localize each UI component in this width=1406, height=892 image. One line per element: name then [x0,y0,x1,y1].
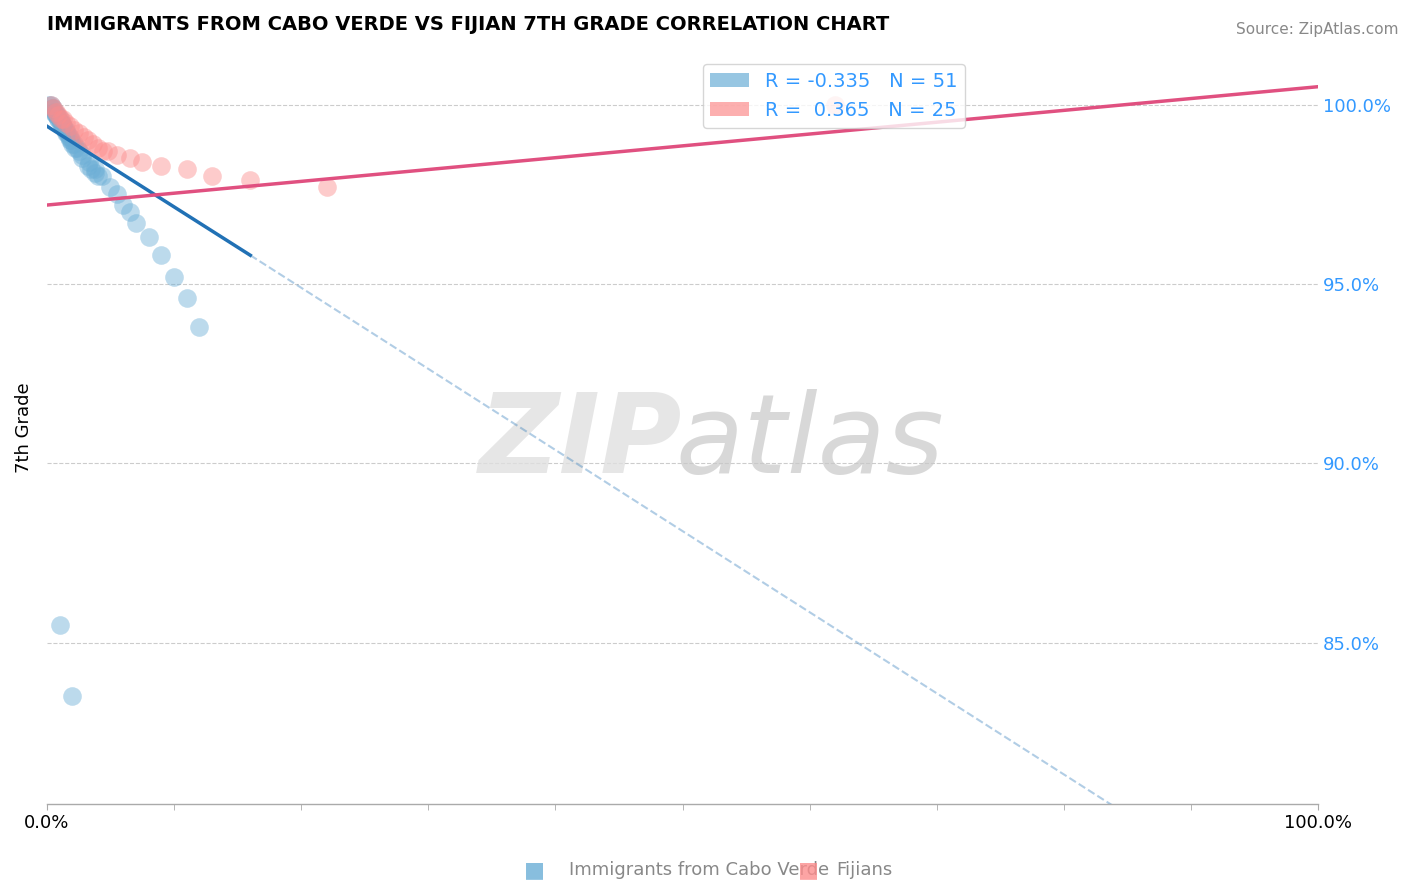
Point [84,166,107,180]
Point [39,97,62,112]
Point [105,148,128,162]
Point [91,145,114,159]
Point [73,129,96,144]
Text: Immigrants from Cabo Verde: Immigrants from Cabo Verde [569,861,830,879]
Point [55,126,77,140]
Point [62,122,84,136]
Point [150,159,173,173]
Point [46,112,69,126]
Point [176,291,198,305]
Point [112,198,135,212]
Point [52,112,75,126]
Point [49,115,72,129]
Point [42,101,65,115]
Point [38,97,60,112]
Point [66,141,89,155]
Point [46,112,69,126]
Text: ■: ■ [799,860,818,880]
Point [55,115,77,129]
Point [87,169,110,184]
Point [824,97,846,112]
Text: atlas: atlas [675,389,943,496]
Point [118,205,141,219]
Text: ZIP: ZIP [479,389,682,496]
Point [67,126,90,140]
Point [150,248,173,262]
Point [131,155,153,169]
Text: IMMIGRANTS FROM CABO VERDE VS FIJIAN 7TH GRADE CORRELATION CHART: IMMIGRANTS FROM CABO VERDE VS FIJIAN 7TH… [46,15,889,34]
Point [72,148,94,162]
Point [100,180,122,194]
Point [315,180,337,194]
Point [105,187,128,202]
Point [48,617,70,632]
Legend: R = -0.335   N = 51, R =  0.365   N = 25: R = -0.335 N = 51, R = 0.365 N = 25 [703,64,965,128]
Y-axis label: 7th Grade: 7th Grade [15,382,32,473]
Point [59,134,82,148]
Point [84,162,107,177]
Point [59,119,82,133]
Point [67,145,90,159]
Point [62,137,84,152]
Point [52,119,75,133]
Point [77,155,100,169]
Point [163,269,186,284]
Point [188,320,211,334]
Point [42,101,65,115]
Point [52,119,75,133]
Point [44,104,66,119]
Point [138,230,160,244]
Text: ■: ■ [524,860,544,880]
Point [82,137,104,152]
Point [49,115,72,129]
Point [45,104,67,119]
Point [176,162,198,177]
Point [46,108,69,122]
Point [76,159,98,173]
Text: Source: ZipAtlas.com: Source: ZipAtlas.com [1236,22,1399,37]
Point [45,108,67,122]
Point [63,141,86,155]
Point [46,108,69,122]
Point [53,122,76,136]
Point [90,169,112,184]
Point [45,108,67,122]
Point [118,152,141,166]
Point [125,216,148,230]
Point [97,145,120,159]
Point [48,112,70,126]
Text: Fijians: Fijians [837,861,893,879]
Point [49,112,72,126]
Point [41,101,63,115]
Point [39,97,62,112]
Point [80,162,103,177]
Point [51,115,73,129]
Point [201,169,224,184]
Point [72,152,94,166]
Point [60,134,83,148]
Point [60,137,83,152]
Point [76,134,98,148]
Point [55,122,77,136]
Point [60,690,83,704]
Point [56,126,79,140]
Point [42,104,65,119]
Point [58,129,80,144]
Point [87,141,110,155]
Point [239,173,262,187]
Point [59,129,82,144]
